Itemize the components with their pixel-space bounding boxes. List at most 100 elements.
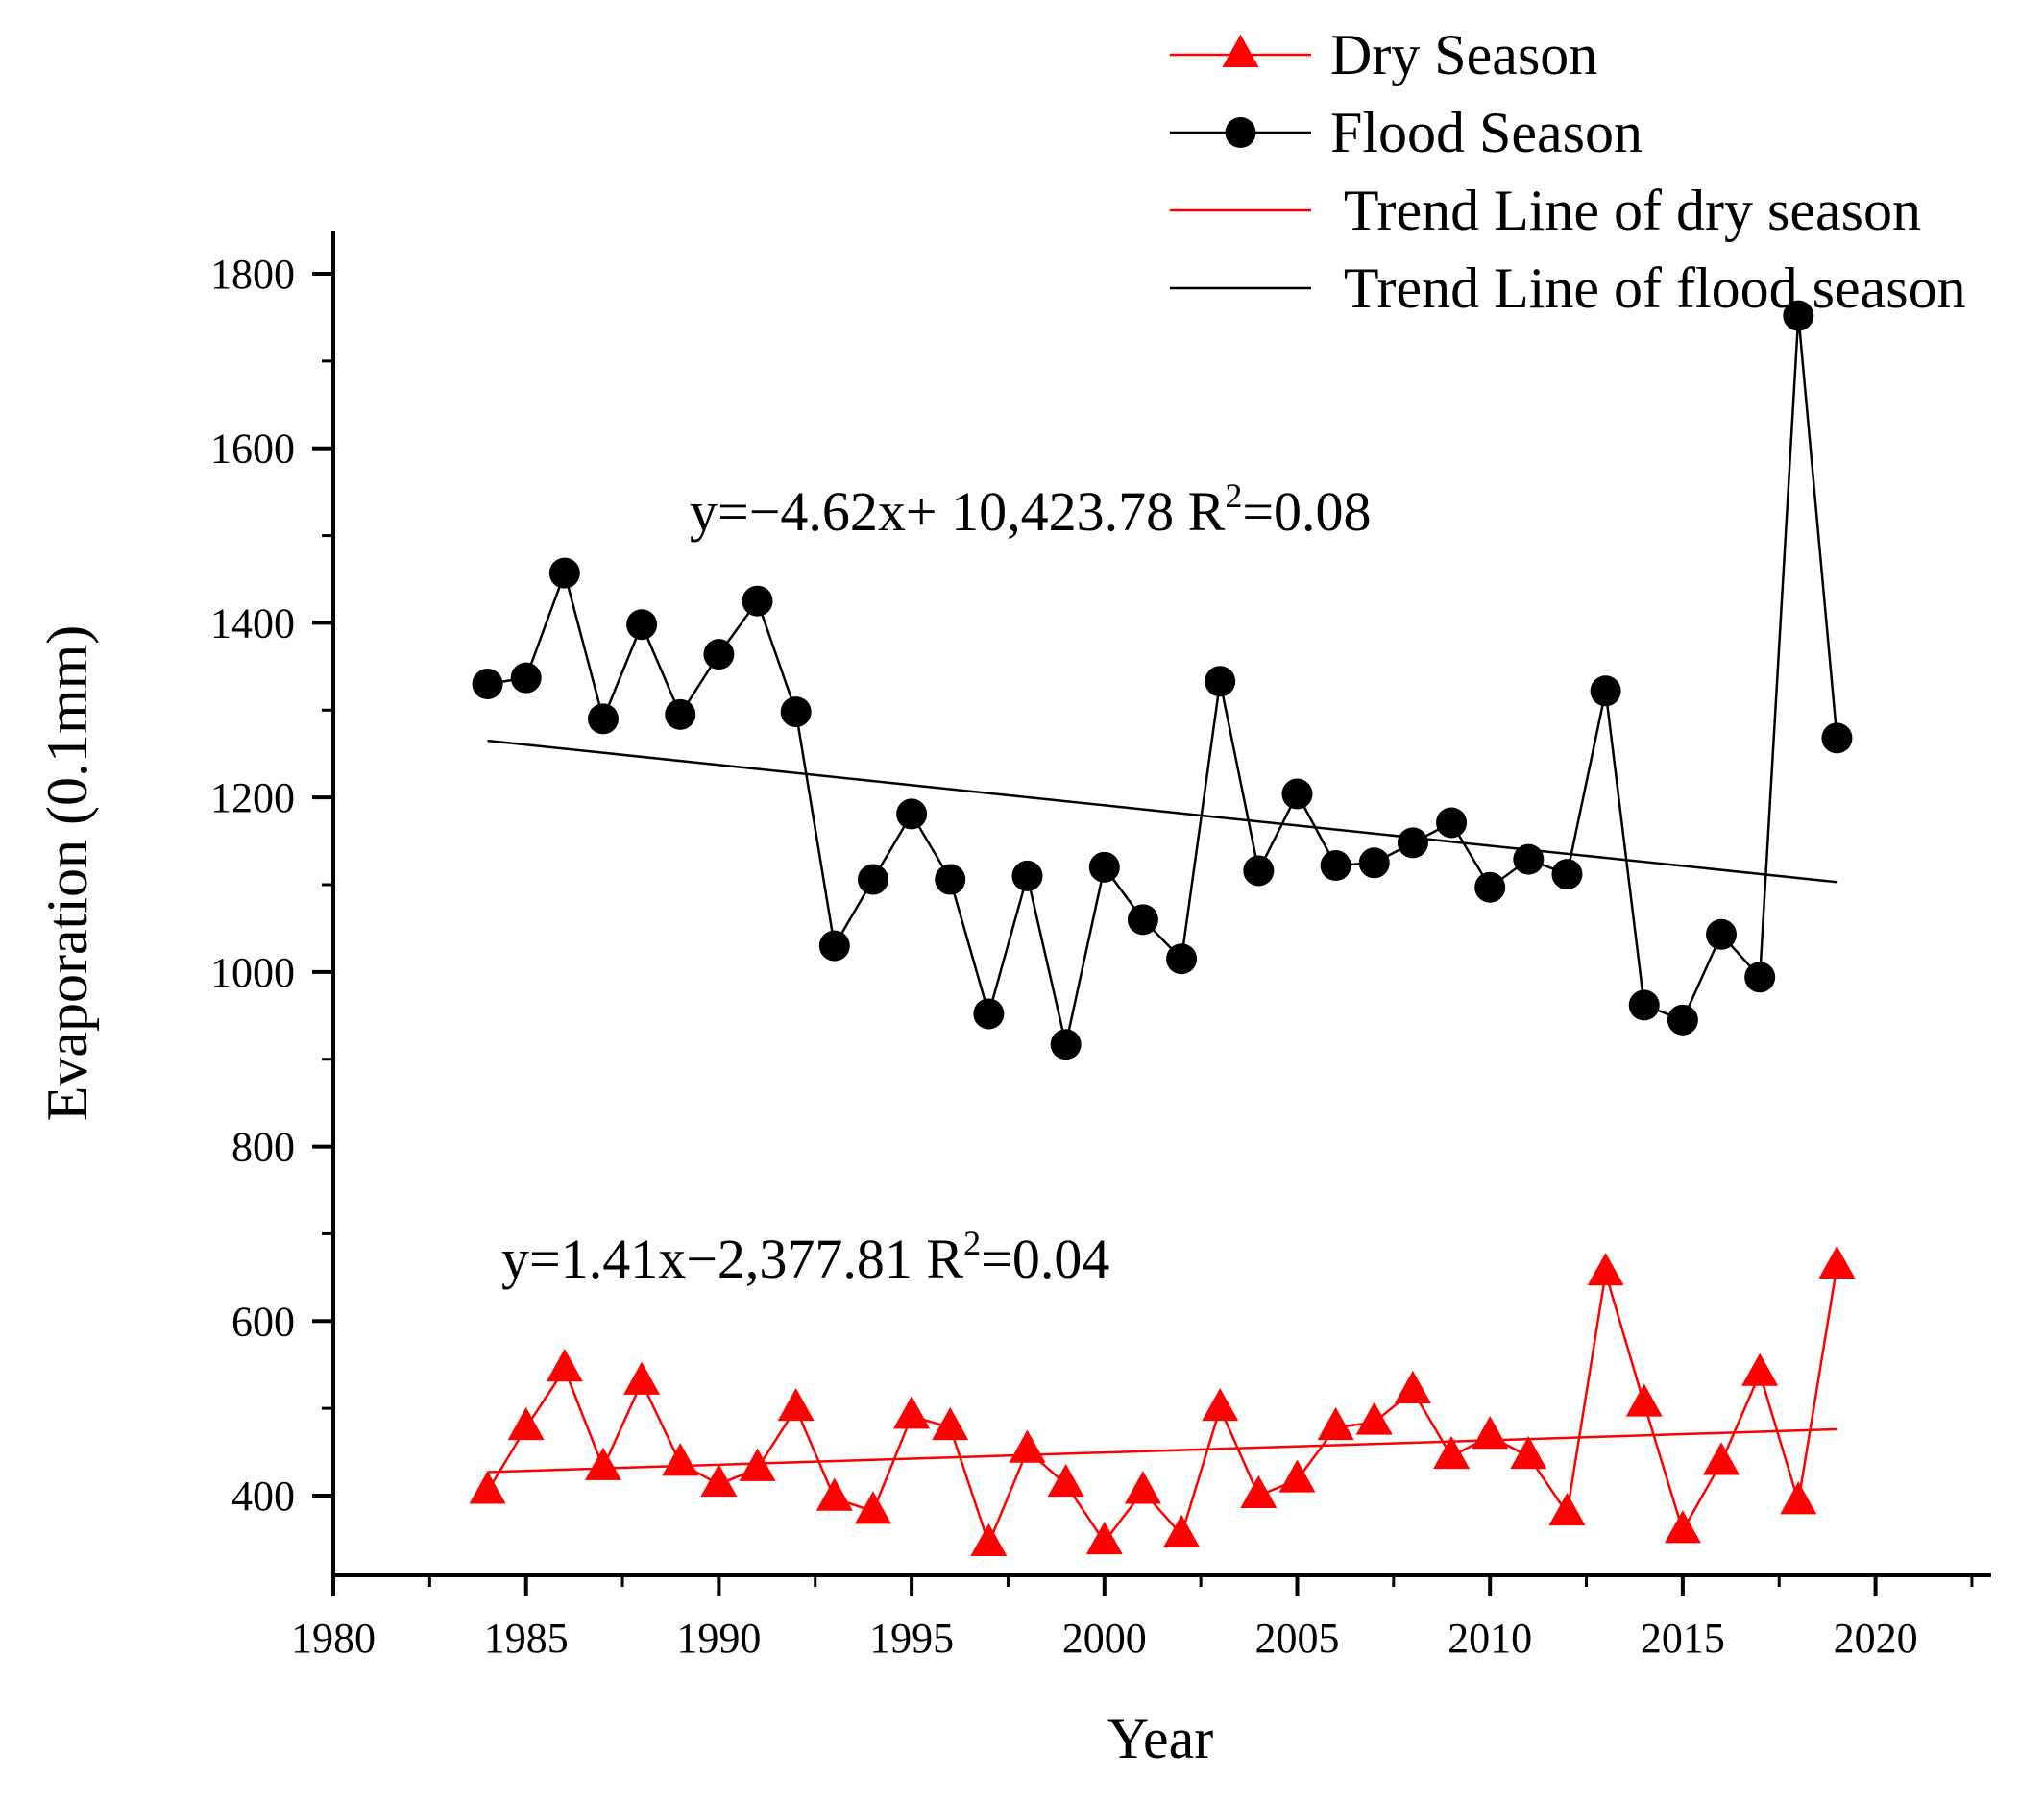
- flood-season-point: [1166, 943, 1198, 975]
- dry-season-point: [1355, 1401, 1393, 1435]
- dry-trend-equation: y=1.41x−2,377.81 R2=0.04: [501, 1224, 1109, 1290]
- data-series: [469, 300, 1856, 1556]
- dry-season-point: [1278, 1459, 1316, 1493]
- dry-season-point: [507, 1406, 545, 1441]
- trend-equations: y=−4.62x+ 10,423.78 R2=0.08 y=1.41x−2,37…: [501, 476, 1372, 1290]
- dry-season-point: [1510, 1435, 1547, 1470]
- dry-season-point: [623, 1361, 661, 1395]
- x-tick-label: 1995: [869, 1615, 954, 1662]
- dry-season-point: [1163, 1514, 1201, 1547]
- y-tick-label: 800: [231, 1124, 295, 1171]
- trend-lines: [487, 739, 1837, 1474]
- legend-triangle-marker: [1222, 34, 1259, 67]
- x-tick-label: 2005: [1254, 1615, 1339, 1662]
- flood-season-point: [1744, 962, 1776, 993]
- flood-season-point: [1204, 666, 1236, 697]
- flood-season-point: [1320, 850, 1351, 882]
- flood-season-point: [510, 662, 542, 694]
- dry-season-point: [1433, 1435, 1471, 1470]
- axis-titles: Year Evaporation (0.1mm): [36, 625, 1213, 1770]
- flood-season-point: [703, 639, 735, 670]
- flood-season-point: [1397, 827, 1428, 859]
- dry-season-point: [1818, 1245, 1856, 1279]
- x-tick-label: 2010: [1448, 1615, 1532, 1662]
- y-tick-label: 1000: [210, 949, 295, 996]
- dry-season-point: [1240, 1474, 1278, 1508]
- dry-season-point: [1703, 1442, 1740, 1475]
- dry-season-point: [1587, 1253, 1624, 1286]
- dry-season-point: [1394, 1370, 1431, 1403]
- flood-season-point: [1667, 1004, 1698, 1036]
- dry-season-point: [1625, 1383, 1663, 1417]
- dry-season-point: [815, 1477, 853, 1511]
- flood-season-point: [1551, 859, 1583, 890]
- y-tick-label: 1600: [210, 426, 295, 473]
- flood-season-point: [472, 669, 503, 700]
- legend-label: Dry Season: [1330, 23, 1597, 86]
- dry-season-point: [1472, 1416, 1509, 1450]
- dry-season-point: [932, 1406, 969, 1441]
- flood-trend-equation: y=−4.62x+ 10,423.78 R2=0.08: [690, 476, 1372, 543]
- flood-season-point: [1281, 778, 1313, 810]
- flood-season-point: [1783, 300, 1814, 331]
- flood-trend-line: [487, 739, 1837, 884]
- flood-season-point: [1011, 860, 1043, 891]
- dry-season-point: [777, 1387, 815, 1422]
- x-tick-label: 2000: [1062, 1615, 1147, 1662]
- flood-season-point: [1436, 807, 1468, 839]
- dry-season-point: [1202, 1387, 1239, 1422]
- flood-season-point: [1243, 855, 1275, 887]
- dry-season-point: [1009, 1429, 1046, 1463]
- dry-season-point: [1085, 1521, 1123, 1555]
- x-tick-label: 2015: [1641, 1615, 1725, 1662]
- flood-season-point: [1474, 871, 1506, 903]
- flood-season-point: [1358, 847, 1390, 879]
- dry-season-point: [662, 1443, 699, 1476]
- flood-season-point: [1590, 675, 1621, 707]
- flood-season-point: [818, 930, 850, 962]
- flood-season-point: [1513, 843, 1545, 875]
- dry-season-point: [1664, 1510, 1701, 1544]
- dry-season-point: [1741, 1352, 1779, 1386]
- flood-season-point: [1127, 904, 1158, 936]
- flood-season-point: [1821, 722, 1853, 754]
- dry-season-point: [1780, 1481, 1817, 1515]
- axes: 1980 1985 1990 1995 2000 2005 2010 2015 2020 400 6…: [210, 231, 1991, 1662]
- flood-season-point: [896, 798, 928, 830]
- y-tick-label: 400: [231, 1473, 295, 1520]
- dry-trend-line: [487, 1427, 1837, 1474]
- y-axis-title: Evaporation (0.1mm): [36, 625, 99, 1122]
- x-tick-label: 1990: [676, 1615, 761, 1662]
- flood-season-point: [742, 585, 773, 617]
- legend-item-flood-season: Flood Season: [1170, 101, 1642, 164]
- dry-season-point: [893, 1396, 931, 1429]
- flood-season-point: [1088, 851, 1120, 883]
- y-tick-label: 1400: [210, 599, 295, 646]
- legend-circle-marker: [1225, 117, 1256, 148]
- dry-season-point: [1317, 1406, 1354, 1441]
- y-tick-label: 1200: [210, 774, 295, 821]
- flood-season-point: [935, 864, 966, 895]
- legend-item-trend-line-of-dry-season: Trend Line of dry season: [1170, 179, 1921, 242]
- legend-item-trend-line-of-flood-season: Trend Line of flood season: [1170, 256, 1966, 320]
- flood-season-point: [973, 998, 1005, 1030]
- dry-season-point: [1047, 1463, 1084, 1498]
- flood-season-point: [626, 609, 658, 641]
- legend-label: Trend Line of dry season: [1330, 179, 1921, 242]
- flood-season-point: [548, 557, 580, 589]
- flood-season-point: [665, 698, 696, 730]
- legend-item-dry-season: Dry Season: [1170, 23, 1597, 86]
- dry-season-point: [854, 1491, 891, 1524]
- flood-season-point: [780, 696, 812, 728]
- legend: Dry Season Flood Season Trend Line of dry…: [1170, 23, 1966, 320]
- dry-season-point: [700, 1463, 738, 1498]
- dry-season-point: [1124, 1471, 1161, 1504]
- flood-season-point: [587, 703, 619, 735]
- legend-label: Flood Season: [1330, 101, 1642, 164]
- dry-season-point: [546, 1349, 583, 1382]
- x-tick-label: 2020: [1834, 1615, 1918, 1662]
- flood-season-line: [487, 315, 1838, 1045]
- flood-season-point: [1050, 1029, 1082, 1060]
- dry-season-point: [970, 1523, 1008, 1556]
